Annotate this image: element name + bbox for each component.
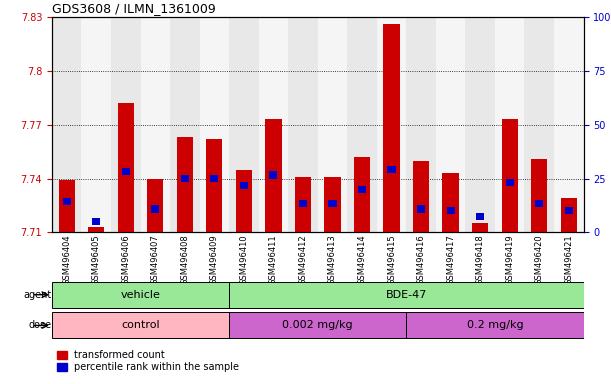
Bar xyxy=(200,17,229,232)
Bar xyxy=(436,17,466,232)
Bar xyxy=(59,180,75,232)
Legend: transformed count, percentile rank within the sample: transformed count, percentile rank withi… xyxy=(57,351,240,372)
Text: GSM496404: GSM496404 xyxy=(62,235,71,285)
Bar xyxy=(152,205,159,213)
Bar xyxy=(387,166,395,173)
Bar xyxy=(524,17,554,232)
Text: GSM496405: GSM496405 xyxy=(92,235,101,285)
Bar xyxy=(354,157,370,232)
Bar xyxy=(377,17,406,232)
Text: GSM496406: GSM496406 xyxy=(121,235,130,285)
Bar xyxy=(535,200,543,207)
Text: GSM496407: GSM496407 xyxy=(151,235,160,285)
Bar xyxy=(347,17,377,232)
Bar xyxy=(417,205,425,213)
Bar xyxy=(502,119,518,232)
Text: GSM496412: GSM496412 xyxy=(298,235,307,285)
Bar xyxy=(52,313,229,338)
Bar xyxy=(52,282,229,308)
Bar xyxy=(210,175,218,182)
Bar xyxy=(229,313,406,338)
Text: GSM496408: GSM496408 xyxy=(180,235,189,285)
Bar xyxy=(476,213,484,220)
Bar xyxy=(466,17,495,232)
Text: GSM496417: GSM496417 xyxy=(446,235,455,285)
Bar xyxy=(447,207,455,214)
Bar xyxy=(236,170,252,232)
Bar xyxy=(111,17,141,232)
Text: GSM496409: GSM496409 xyxy=(210,235,219,285)
Bar xyxy=(147,179,163,232)
Text: dose: dose xyxy=(29,320,52,331)
Bar xyxy=(118,103,134,232)
Bar xyxy=(177,137,193,232)
Bar xyxy=(406,313,584,338)
Bar xyxy=(52,17,81,232)
Bar xyxy=(531,159,547,232)
Text: BDE-47: BDE-47 xyxy=(386,290,427,300)
Bar xyxy=(240,182,248,189)
Text: GSM496420: GSM496420 xyxy=(535,235,544,285)
Bar xyxy=(413,161,429,232)
Bar xyxy=(506,179,514,186)
Text: GSM496413: GSM496413 xyxy=(328,235,337,285)
Text: vehicle: vehicle xyxy=(120,290,161,300)
Bar xyxy=(324,177,340,232)
Text: 0.002 mg/kg: 0.002 mg/kg xyxy=(282,320,353,331)
Bar xyxy=(229,17,258,232)
Bar xyxy=(141,17,170,232)
Text: GDS3608 / ILMN_1361009: GDS3608 / ILMN_1361009 xyxy=(52,2,216,15)
Bar xyxy=(295,177,311,232)
Bar xyxy=(554,17,584,232)
Bar xyxy=(406,17,436,232)
Text: GSM496419: GSM496419 xyxy=(505,235,514,285)
Bar xyxy=(88,227,104,232)
Text: GSM496416: GSM496416 xyxy=(417,235,426,285)
Bar xyxy=(265,119,282,232)
Bar xyxy=(565,207,573,214)
Text: 0.2 mg/kg: 0.2 mg/kg xyxy=(467,320,523,331)
Bar xyxy=(122,168,130,175)
Bar xyxy=(258,17,288,232)
Text: GSM496411: GSM496411 xyxy=(269,235,278,285)
Bar xyxy=(181,175,189,182)
Text: GSM496421: GSM496421 xyxy=(564,235,573,285)
Text: GSM496410: GSM496410 xyxy=(240,235,249,285)
Bar xyxy=(92,218,100,225)
Bar xyxy=(442,173,459,232)
Bar xyxy=(170,17,200,232)
Bar xyxy=(207,139,222,232)
Bar xyxy=(269,171,277,179)
Bar xyxy=(472,223,488,232)
Text: agent: agent xyxy=(24,290,52,300)
Bar xyxy=(561,198,577,232)
Text: GSM496414: GSM496414 xyxy=(357,235,367,285)
Bar xyxy=(299,200,307,207)
Bar xyxy=(81,17,111,232)
Bar xyxy=(358,186,366,193)
Bar xyxy=(229,282,584,308)
Bar xyxy=(495,17,524,232)
Bar xyxy=(63,198,71,205)
Text: control: control xyxy=(121,320,160,331)
Bar xyxy=(318,17,347,232)
Bar xyxy=(329,200,337,207)
Bar xyxy=(384,25,400,232)
Text: GSM496418: GSM496418 xyxy=(475,235,485,285)
Text: GSM496415: GSM496415 xyxy=(387,235,396,285)
Bar xyxy=(288,17,318,232)
